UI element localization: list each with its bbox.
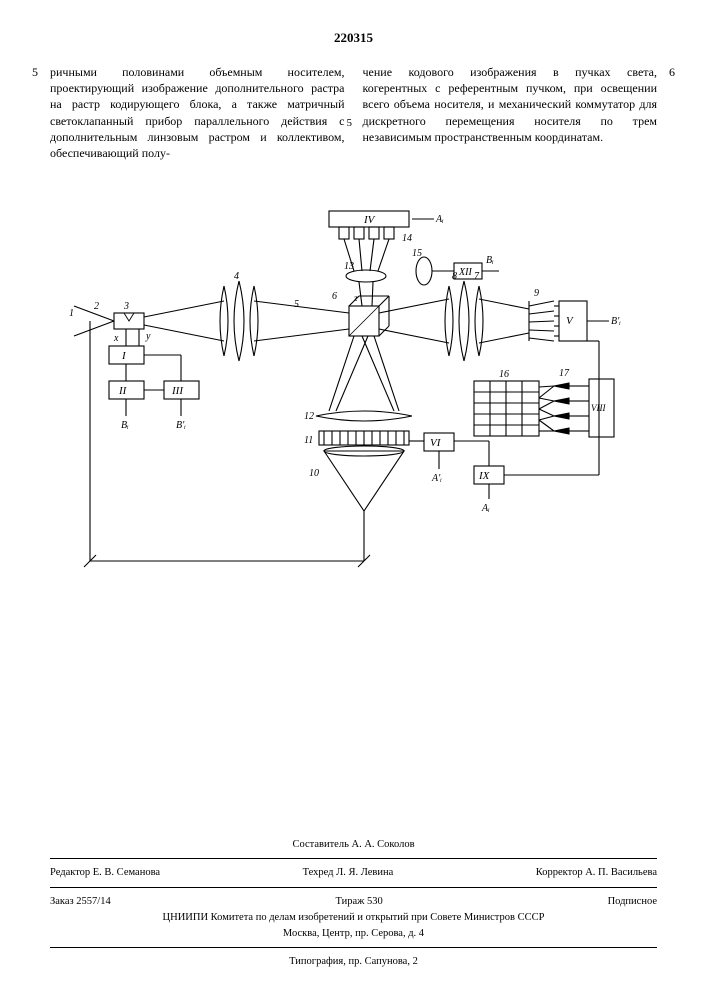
org: ЦНИИПИ Комитета по делам изобретений и о… [50, 910, 657, 926]
label-IX: IX [478, 470, 491, 482]
editor: Редактор Е. В. Семанова [50, 865, 160, 881]
label-5: 5 [294, 299, 299, 310]
label-3: 3 [123, 301, 129, 312]
label-I: I [121, 350, 127, 362]
annot-z: z [353, 293, 358, 303]
corrector: Корректор А. П. Васильева [536, 865, 657, 881]
annot-Ai-ix: Aᵢ [481, 503, 490, 514]
label-13: 13 [344, 261, 354, 272]
left-col-number: 5 [32, 64, 38, 80]
annot-Bi2-right: B'ᵢ [611, 316, 621, 327]
podpisnoe: Подписное [608, 894, 657, 910]
left-text: ричными половинами объемным носителем, п… [50, 65, 345, 160]
annot-Bi-left: Bᵢ [121, 420, 129, 431]
annot-Ai-top: Aᵢ [435, 214, 444, 225]
label-6: 6 [332, 291, 337, 302]
label-II: II [118, 385, 128, 397]
order: Заказ 2557/14 [50, 894, 111, 910]
annot-Bi-xii: Bᵢ [486, 255, 494, 266]
label-9: 9 [534, 288, 539, 299]
label-IV: IV [363, 214, 376, 226]
right-text: чение кодового изображения в пучках свет… [363, 65, 658, 144]
label-16: 16 [499, 369, 509, 380]
right-column: 6 5 чение кодового изображения в пучках … [363, 64, 658, 161]
label-7: 7 [474, 271, 480, 282]
tirazh: Тираж 530 [335, 894, 382, 910]
typography: Типография, пр. Сапунова, 2 [50, 954, 657, 970]
label-14: 14 [402, 233, 412, 244]
label-V: V [566, 315, 574, 327]
annot-Ai2-vi: A'ᵢ [431, 473, 442, 484]
techred: Техред Л. Я. Левина [303, 865, 394, 881]
line-number-5: 5 [347, 116, 353, 131]
label-15: 15 [412, 248, 422, 259]
compiler: Составитель А. А. Соколов [50, 837, 657, 853]
annot-y: y [145, 331, 151, 342]
label-17: 17 [559, 368, 570, 379]
label-12: 12 [304, 411, 314, 422]
label-10: 10 [309, 468, 319, 479]
footer: Составитель А. А. Соколов Редактор Е. В.… [50, 837, 657, 971]
address: Москва, Центр, пр. Серова, д. 4 [50, 926, 657, 942]
label-III: III [171, 385, 184, 397]
optical-diagram: IV Aᵢ 14 13 15 [54, 201, 654, 631]
annot-x: x [113, 333, 119, 344]
left-column: 5 ричными половинами объемным носителем,… [50, 64, 345, 161]
document-number: 220315 [50, 30, 657, 46]
label-VI: VI [430, 437, 442, 449]
label-1: 1 [69, 308, 74, 319]
label-2: 2 [94, 301, 99, 312]
label-XII: XII [458, 267, 472, 278]
label-VIII: VIII [591, 403, 606, 413]
annot-Bi2-left: B'ᵢ [176, 420, 186, 431]
label-11: 11 [304, 435, 313, 446]
label-4: 4 [234, 271, 239, 282]
label-8: 8 [452, 271, 457, 282]
text-columns: 5 ричными половинами объемным носителем,… [50, 64, 657, 161]
right-col-number: 6 [669, 64, 675, 80]
